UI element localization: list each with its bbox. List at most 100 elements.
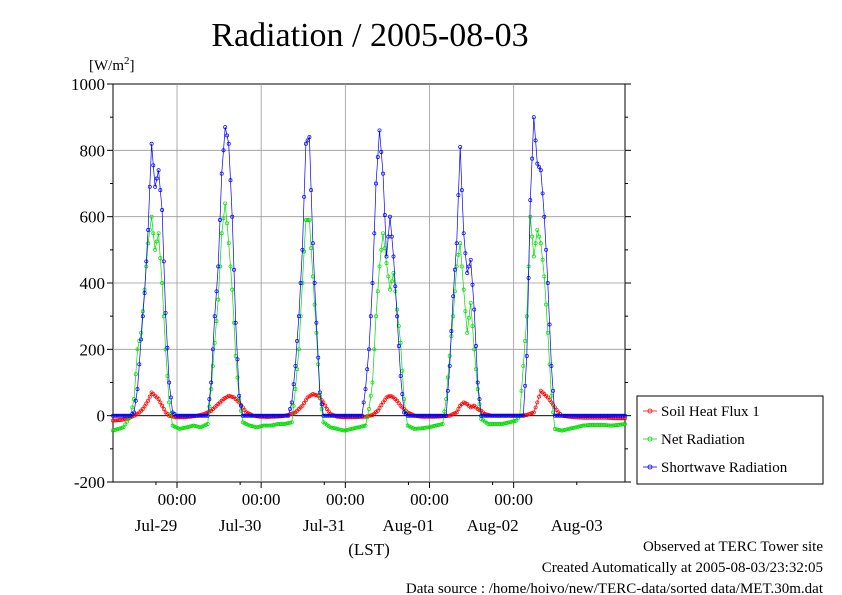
series-net-radiation: [111, 201, 627, 433]
data-point: [330, 425, 335, 430]
data-point: [379, 150, 384, 154]
data-point: [438, 422, 443, 427]
data-point: [386, 274, 391, 279]
data-point: [360, 424, 364, 429]
data-point: [375, 289, 380, 294]
data-point: [570, 426, 575, 431]
data-point: [449, 329, 454, 334]
data-point: [324, 407, 329, 411]
data-point: [363, 423, 368, 428]
legend-label: Shortwave Radiation: [661, 460, 788, 476]
data-point: [505, 420, 510, 425]
data-point: [228, 264, 233, 269]
data-point: [528, 198, 533, 203]
data-point: [309, 246, 314, 251]
data-point: [456, 252, 461, 257]
data-point: [312, 392, 317, 397]
data-point: [235, 357, 240, 362]
data-point: [442, 409, 447, 414]
data-point: [221, 216, 226, 221]
data-point: [531, 254, 536, 259]
data-point: [309, 188, 314, 193]
data-point: [153, 247, 158, 252]
data-point: [216, 264, 221, 269]
data-point: [579, 424, 584, 428]
data-point: [459, 188, 464, 193]
data-point: [142, 291, 147, 295]
data-point: [524, 314, 529, 319]
data-point: [116, 426, 121, 431]
data-point: [523, 383, 528, 388]
data-point: [544, 302, 549, 307]
data-point: [249, 424, 254, 428]
data-point: [235, 375, 240, 380]
data-point: [239, 403, 243, 408]
data-point: [374, 314, 378, 319]
data-point: [149, 141, 154, 146]
series-shortwave-radiation: [111, 115, 627, 418]
data-point: [333, 426, 338, 431]
x-tick-label-date: Jul-30: [219, 516, 262, 535]
data-point: [154, 176, 159, 181]
x-tick-label-date: Jul-31: [303, 516, 346, 535]
legend-swatch-marker: [647, 408, 653, 414]
data-point: [442, 413, 447, 418]
data-point: [161, 407, 166, 411]
data-point: [449, 412, 454, 417]
data-point: [160, 281, 165, 285]
data-point: [623, 422, 627, 426]
data-point: [353, 426, 357, 431]
y-tick-label: 200: [80, 340, 106, 359]
data-point: [228, 178, 233, 183]
data-point: [337, 427, 342, 432]
data-point: [356, 425, 361, 430]
data-point: [158, 400, 163, 405]
data-point: [396, 324, 401, 329]
data-point: [568, 426, 573, 431]
data-point: [121, 417, 126, 422]
data-point: [114, 427, 119, 432]
data-point: [498, 422, 503, 426]
data-point: [205, 422, 210, 426]
data-point: [444, 397, 449, 402]
x-axis-label: (LST): [348, 540, 390, 559]
data-point: [538, 241, 543, 246]
legend-entry: Net Radiation: [643, 432, 745, 448]
x-tick-label-time: 00:00: [326, 490, 365, 509]
data-point: [168, 395, 173, 400]
data-point: [230, 287, 235, 292]
data-point: [251, 424, 256, 429]
data-point: [368, 314, 373, 319]
data-point: [549, 393, 554, 398]
grid: [113, 84, 625, 482]
data-point: [519, 388, 524, 393]
data-point: [466, 264, 471, 269]
data-point: [547, 397, 552, 402]
data-point: [119, 417, 124, 422]
data-point: [381, 171, 385, 176]
y-tick-label: 400: [80, 274, 106, 293]
data-point: [291, 403, 296, 408]
data-point: [470, 282, 475, 287]
data-point: [444, 413, 449, 418]
data-point: [435, 423, 440, 428]
data-point: [133, 372, 138, 377]
data-point: [545, 395, 550, 400]
data-point: [503, 421, 508, 426]
data-point: [381, 400, 385, 405]
data-point: [426, 425, 431, 430]
data-point: [575, 424, 580, 429]
data-point: [233, 320, 238, 325]
data-point: [623, 413, 627, 418]
data-point: [291, 382, 296, 387]
data-point: [225, 133, 229, 138]
data-point: [559, 428, 564, 433]
data-point: [421, 426, 426, 430]
data-point: [368, 393, 373, 398]
data-point: [367, 407, 371, 411]
data-point: [270, 423, 275, 428]
data-point: [119, 425, 124, 430]
data-point: [551, 402, 556, 407]
data-point: [454, 241, 459, 246]
